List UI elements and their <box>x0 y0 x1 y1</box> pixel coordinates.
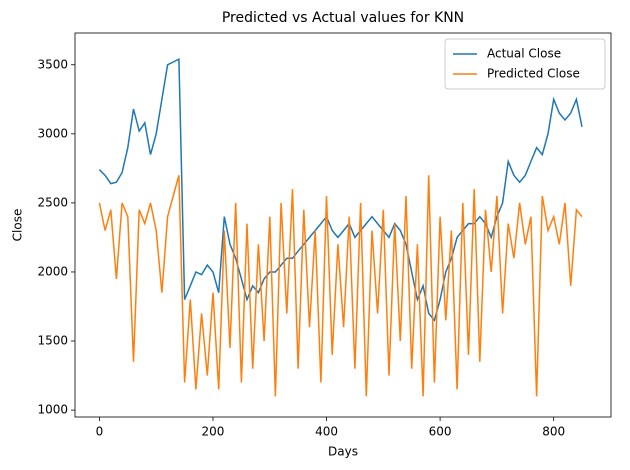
series-line <box>98 175 583 397</box>
legend-label: Actual Close <box>487 47 561 61</box>
x-tick-label: 600 <box>429 425 452 439</box>
x-tick-label: 200 <box>202 425 225 439</box>
y-tick-label: 3500 <box>37 57 68 71</box>
legend-label: Predicted Close <box>487 67 580 81</box>
y-tick-label: 2000 <box>37 264 68 278</box>
series-line <box>98 58 583 322</box>
y-tick-label: 1500 <box>37 334 68 348</box>
x-tick-label: 400 <box>315 425 338 439</box>
legend-box <box>444 38 606 90</box>
axes-frame <box>74 32 612 418</box>
x-tick-label: 800 <box>542 425 565 439</box>
plot-area <box>98 58 583 397</box>
x-axis-label: Days <box>328 445 358 459</box>
y-tick-label: 1000 <box>37 403 68 417</box>
chart-title: Predicted vs Actual values for KNN <box>222 10 464 26</box>
y-axis-label: Close <box>11 209 25 242</box>
y-tick-label: 2500 <box>37 195 68 209</box>
x-tick-label: 0 <box>96 425 104 439</box>
y-tick-label: 3000 <box>37 126 68 140</box>
